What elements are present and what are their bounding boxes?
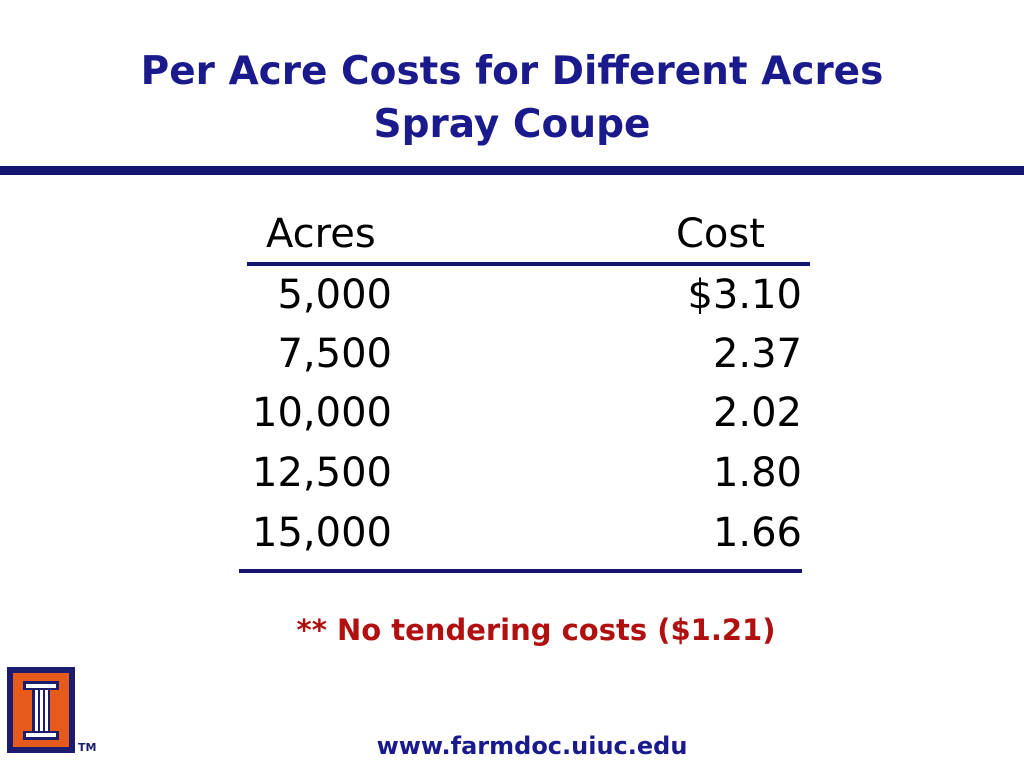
row-cost: 2.02	[712, 390, 802, 436]
row-cost: 1.66	[712, 510, 802, 556]
row-cost: 2.37	[712, 331, 802, 377]
row-acres: 5,000	[277, 272, 392, 318]
table-header-rule	[247, 262, 810, 266]
slide-subtitle: Spray Coupe	[373, 102, 651, 147]
footer-url[interactable]: www.farmdoc.uiuc.edu	[376, 732, 688, 760]
header-acres: Acres	[266, 211, 376, 257]
row-acres: 12,500	[252, 450, 392, 496]
row-acres: 15,000	[252, 510, 392, 556]
header-cost: Cost	[676, 211, 765, 257]
row-acres: 7,500	[277, 331, 392, 377]
university-column-icon	[23, 681, 59, 740]
slide-title: Per Acre Costs for Different Acres	[140, 49, 884, 94]
trademark-mark: TM	[78, 741, 97, 754]
row-cost: 1.80	[712, 450, 802, 496]
table-bottom-rule	[239, 569, 802, 573]
university-logo	[7, 667, 75, 753]
row-cost: $3.10	[687, 272, 802, 318]
tendering-note: ** No tendering costs ($1.21)	[296, 613, 776, 647]
title-divider	[0, 166, 1024, 175]
row-acres: 10,000	[252, 390, 392, 436]
